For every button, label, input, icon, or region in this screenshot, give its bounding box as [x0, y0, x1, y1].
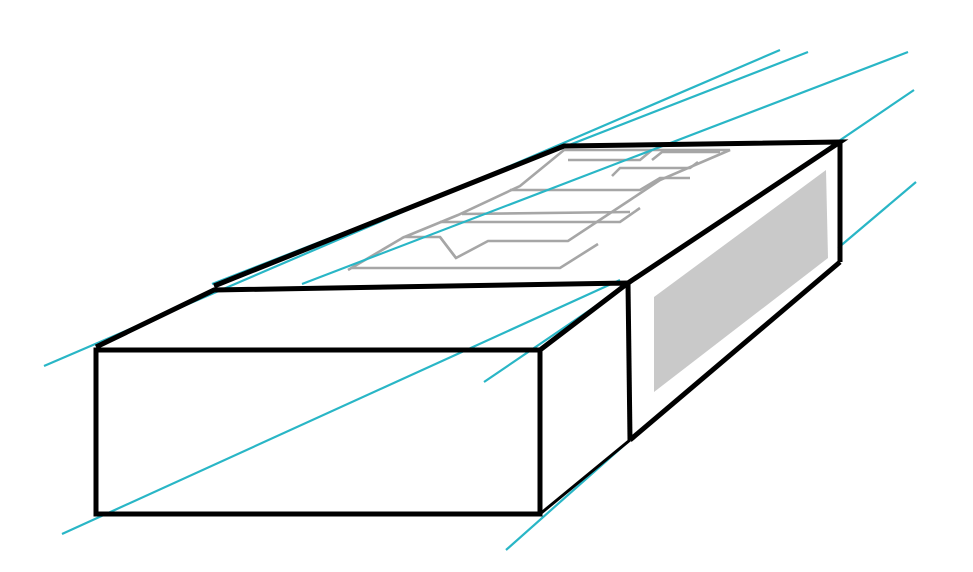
- box-faces: [96, 142, 840, 514]
- top-face: [96, 142, 840, 350]
- front-face: [96, 350, 540, 514]
- body-bottom-edge: [628, 260, 842, 442]
- side-panel: [654, 170, 828, 392]
- sleeve-bottom-edge: [539, 438, 631, 516]
- label-pattern: [347, 148, 731, 272]
- guide-line-5: [61, 278, 621, 536]
- sleeve-top-edge: [94, 280, 636, 352]
- label-stripe-4: [461, 210, 631, 216]
- label-stripe-5: [510, 176, 690, 192]
- sleeve-back-vertical: [625, 282, 633, 441]
- box-edges: [93, 139, 849, 517]
- label-stripe-8: [651, 150, 720, 162]
- label-stripe-2: [438, 236, 458, 259]
- label-stripe-3: [440, 206, 641, 224]
- label-stripe-7: [568, 149, 653, 162]
- label-stripe-6: [611, 160, 699, 177]
- guide-line-3: [301, 50, 909, 286]
- body-top-edge: [213, 139, 849, 289]
- label-stripe-1: [352, 242, 599, 270]
- guide-line-7: [837, 181, 917, 249]
